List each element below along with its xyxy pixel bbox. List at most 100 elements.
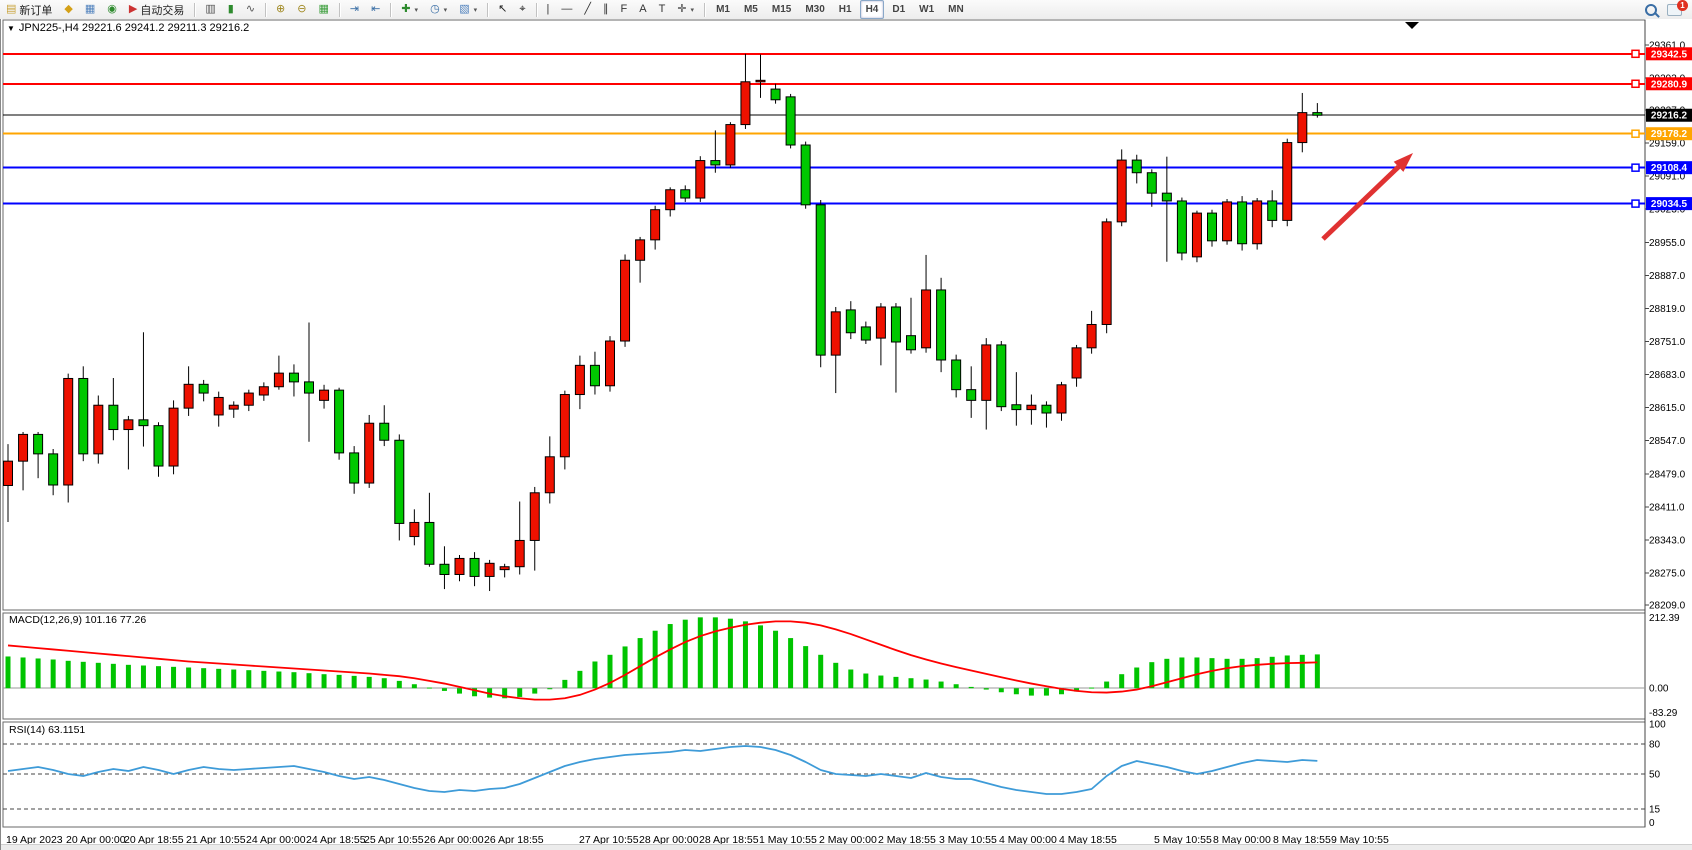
templates-button[interactable]: ▧ ▾ [454, 0, 482, 19]
tile-windows-icon: ▦ [318, 3, 329, 15]
chart-window-button[interactable]: ▦ [80, 0, 100, 19]
macd-indicator-label: MACD(12,26,9) 101.16 77.26 [9, 614, 147, 626]
eraser-icon: ◆ [64, 3, 73, 15]
annotation-arrow-head[interactable] [1393, 153, 1413, 172]
search-icon[interactable] [1645, 3, 1657, 16]
zoom-in-icon: ⊕ [276, 3, 286, 15]
auto-trading-button[interactable]: ▶ 自动交易 [124, 0, 189, 19]
line-handle-29108.4[interactable] [1631, 163, 1640, 172]
chart-window-icon: ▦ [84, 3, 96, 15]
auto-scroll-button[interactable]: ⇥ [345, 0, 364, 19]
text-label-button[interactable]: T [654, 0, 671, 19]
chart-shift-icon: ⇤ [371, 3, 381, 15]
indicators-button[interactable]: ✚ ▾ [396, 0, 423, 19]
bar-chart-button[interactable]: ▥ [200, 0, 220, 19]
zoom-out-icon: ⊖ [297, 3, 307, 15]
toolbar-separator [390, 2, 392, 17]
trend-line-button[interactable]: ╱ [579, 0, 596, 19]
price-tick-label: 28343.0 [1649, 535, 1686, 546]
fibonacci-icon: F [620, 3, 628, 15]
window-bottom-strip [1, 844, 1692, 850]
line-handle-29280.9[interactable] [1631, 79, 1640, 89]
symbol-ohlc-text: JPN225-,H4 29221.6 29241.2 29211.3 29216… [18, 22, 250, 34]
arrows-dropdown-icon[interactable]: ▾ [690, 6, 695, 14]
timeframe-w1-button[interactable]: W1 [919, 4, 935, 15]
zoom-in-button[interactable]: ⊕ [271, 0, 290, 19]
price-label-text: 29178.2 [1651, 129, 1688, 140]
cursor-icon: ↖ [498, 3, 508, 15]
time-axis-label: 2 May 00:00 [819, 834, 877, 846]
tile-windows-button[interactable]: ▦ [313, 0, 333, 19]
price-tick-label: 28615.0 [1649, 403, 1686, 414]
timeframe-h1-button[interactable]: H1 [838, 4, 852, 15]
auto-trading-icon: ▶ [128, 3, 138, 15]
candlestick-chart-button[interactable]: ▮ [223, 0, 239, 19]
price-tick-label: 28955.0 [1649, 238, 1686, 249]
price-chart-svg[interactable]: 29361.029293.029227.029159.029091.029023… [1, 19, 1692, 850]
arrows-button[interactable]: ✛ ▾ [672, 0, 699, 19]
time-axis-label: 8 May 18:55 [1273, 834, 1331, 846]
price-tick-label: 28209.0 [1649, 601, 1686, 612]
text-label-icon: T [658, 3, 666, 15]
indicators-dropdown-icon[interactable]: ▾ [414, 6, 419, 14]
periods-icon: ◷ [430, 3, 440, 15]
chat-icon[interactable]: 1 [1667, 0, 1688, 16]
text-button[interactable]: A [634, 0, 651, 19]
line-handle-29178.2[interactable] [1631, 129, 1640, 138]
time-axis-label: 21 Apr 10:55 [186, 834, 246, 846]
timeframe-mn-button[interactable]: MN [948, 4, 964, 15]
vertical-line-button[interactable]: | [542, 0, 555, 19]
periods-button[interactable]: ◷ ▾ [425, 0, 452, 19]
zoom-out-button[interactable]: ⊖ [292, 0, 311, 19]
toolbar-separator [704, 2, 706, 17]
signal-button[interactable]: ◉ [102, 0, 122, 19]
equidistant-channel-icon: ∥ [603, 3, 609, 15]
time-axis-label: 2 May 18:55 [878, 834, 936, 846]
timeframe-m1-button[interactable]: M1 [716, 4, 730, 15]
timeframe-m5-button[interactable]: M5 [743, 4, 758, 15]
horizontal-line-button[interactable]: — [556, 0, 577, 19]
periods-dropdown-icon[interactable]: ▾ [443, 6, 448, 14]
equidistant-channel-button[interactable]: ∥ [598, 0, 614, 19]
scroll-position-icon [1405, 22, 1419, 29]
chart-window[interactable]: 29361.029293.029227.029159.029091.029023… [0, 19, 1692, 850]
main-toolbar: ▤ 新订单 ◆ ▦ ◉ ▶ 自动交易 ▥ ▮ ∿ ⊕ ⊖ ▦ ⇥ ⇤ ✚ ▾ ◷ ▾ ▧ ▾ ↖ ⌖ | — ╱ ∥ F A T ✛ ▾ M1 M… [0, 0, 1692, 20]
toolbar-separator [194, 2, 196, 17]
timeframe-d1-button[interactable]: D1 [892, 4, 906, 15]
macd-pane[interactable] [2, 612, 1646, 720]
chart-shift-button[interactable]: ⇤ [366, 0, 385, 19]
time-axis-label: 3 May 10:55 [939, 834, 997, 846]
price-tick-label: 28819.0 [1649, 304, 1686, 315]
price-tick-label: 28887.0 [1649, 271, 1686, 282]
price-tick-label: 29091.0 [1649, 172, 1686, 183]
trend-line-icon: ╱ [584, 3, 592, 15]
cursor-button[interactable]: ↖ [493, 0, 512, 19]
price-tick-label: 28411.0 [1649, 502, 1685, 513]
price-tick-label: 28479.0 [1649, 469, 1686, 480]
price-label-pill-29216.2 [1646, 108, 1692, 122]
new-order-button[interactable]: ▤ 新订单 [1, 0, 57, 19]
rsi-line [7, 745, 1318, 795]
line-handle-29034.5[interactable] [1631, 199, 1640, 208]
price-label-text: 29280.9 [1651, 79, 1688, 90]
fibonacci-button[interactable]: F [616, 0, 633, 19]
crosshair-button[interactable]: ⌖ [514, 0, 530, 19]
chart-symbol-header[interactable]: ▼ JPN225-,H4 29221.6 29241.2 29211.3 292… [7, 22, 249, 34]
toolbar-separator [265, 2, 267, 17]
candlestick-chart-icon: ▮ [227, 3, 234, 15]
price-label-pill-29108.4 [1646, 161, 1692, 175]
auto-scroll-icon: ⇥ [349, 3, 360, 15]
signal-icon: ◉ [107, 3, 117, 15]
price-label-pill-29280.9 [1646, 77, 1692, 91]
price-label-pill-29342.5 [1646, 47, 1692, 61]
price-tick-label: 28683.0 [1649, 370, 1686, 381]
timeframe-m15-button[interactable]: M15 [771, 4, 792, 15]
chart-dropdown-icon[interactable]: ▼ [7, 23, 15, 33]
line-handle-29342.5[interactable] [1631, 49, 1640, 59]
templates-dropdown-icon[interactable]: ▾ [473, 6, 478, 14]
timeframe-m30-button[interactable]: M30 [805, 4, 825, 15]
line-chart-button[interactable]: ∿ [241, 0, 260, 19]
eraser-button[interactable]: ◆ [59, 0, 77, 19]
annotation-arrow-line[interactable] [1321, 165, 1401, 241]
timeframe-h4-button[interactable]: H4 [859, 0, 885, 19]
